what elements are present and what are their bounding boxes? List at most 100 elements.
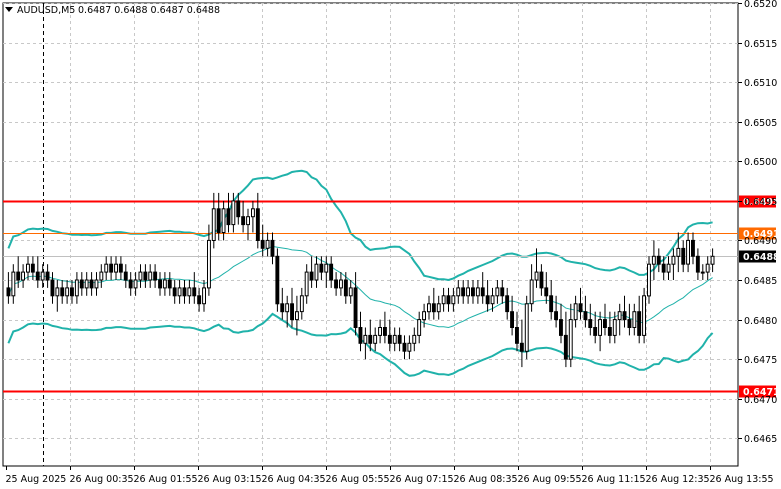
- candle: [35, 256, 40, 288]
- candle: [412, 327, 417, 352]
- candle-body: [50, 279, 55, 297]
- candle-body: [563, 334, 568, 360]
- candle-body: [612, 319, 617, 336]
- candle: [104, 256, 109, 280]
- candle: [637, 295, 642, 344]
- candle-body: [65, 287, 70, 297]
- candle-body: [172, 287, 177, 297]
- candle: [216, 192, 221, 241]
- candle: [79, 272, 84, 296]
- candle-body: [691, 239, 695, 257]
- candle: [612, 311, 617, 344]
- candle: [622, 295, 627, 328]
- candle-body: [21, 271, 26, 281]
- candle-body: [177, 287, 182, 297]
- x-tick-label: 26 Aug 01:55: [134, 474, 198, 485]
- candle-body: [241, 216, 246, 226]
- candle: [583, 295, 588, 328]
- candle-body: [578, 303, 583, 313]
- candle-body: [593, 327, 598, 336]
- candle: [353, 272, 358, 336]
- candle: [431, 287, 436, 320]
- candle: [114, 256, 118, 280]
- candle: [480, 272, 485, 304]
- candle: [30, 256, 35, 280]
- candle-body: [114, 263, 118, 273]
- candle-body: [265, 239, 270, 249]
- candle: [133, 272, 138, 296]
- candle-body: [45, 271, 50, 281]
- candle: [402, 335, 407, 360]
- candle-body: [226, 208, 231, 226]
- candle: [383, 311, 387, 344]
- candle: [138, 264, 143, 288]
- candle-body: [427, 303, 431, 313]
- candle-body: [431, 303, 436, 313]
- candle: [74, 272, 79, 304]
- chart-axes: 0.64650.64700.64750.64800.64850.64900.64…: [6, 0, 778, 485]
- candle: [123, 264, 128, 288]
- candle-body: [128, 279, 133, 289]
- candle: [50, 272, 55, 304]
- candle-body: [319, 263, 324, 273]
- candle-body: [378, 327, 383, 336]
- candle-body: [60, 287, 65, 297]
- candle-body: [671, 255, 676, 265]
- candle-body: [280, 303, 285, 313]
- candle-body: [207, 239, 211, 289]
- candle-body: [422, 311, 427, 321]
- candle-body: [573, 303, 578, 321]
- candle-body: [123, 271, 128, 281]
- candle: [578, 287, 583, 320]
- candle: [299, 287, 304, 320]
- candle-body: [387, 334, 392, 344]
- candle: [329, 256, 334, 288]
- candle: [182, 280, 187, 304]
- candle-body: [705, 263, 710, 273]
- candle-body: [559, 319, 563, 336]
- candle-body: [187, 287, 192, 297]
- candle-body: [568, 319, 573, 360]
- candle: [221, 200, 226, 241]
- candle-body: [681, 247, 686, 265]
- candle: [255, 192, 260, 249]
- candle: [251, 200, 255, 233]
- candle-body: [632, 311, 637, 329]
- candle-body: [216, 208, 221, 234]
- candle-body: [495, 287, 500, 297]
- candle: [290, 287, 295, 328]
- candle-body: [412, 334, 417, 344]
- candle: [265, 232, 270, 257]
- candle: [16, 256, 21, 288]
- candle-body: [343, 279, 348, 297]
- candle: [65, 280, 70, 304]
- candle: [295, 295, 299, 336]
- y-tick-label: 0.6505: [744, 118, 777, 129]
- candle-body: [666, 263, 671, 273]
- candle: [260, 224, 265, 257]
- candle: [510, 295, 515, 336]
- candle-body: [84, 279, 89, 289]
- candle-body: [637, 311, 642, 336]
- candle-body: [402, 342, 407, 352]
- candle: [544, 272, 549, 304]
- candle-body: [295, 311, 299, 321]
- candle: [387, 319, 392, 352]
- candle: [241, 200, 246, 233]
- collapse-triangle-icon[interactable]: [5, 7, 13, 12]
- candle-body: [148, 271, 153, 281]
- x-tick-label: 26 Aug 04:35: [262, 474, 326, 485]
- candle: [475, 280, 480, 304]
- candle-body: [510, 311, 515, 329]
- candle: [373, 327, 378, 352]
- candle-body: [480, 287, 485, 297]
- candle-body: [182, 287, 187, 297]
- candle: [554, 295, 558, 328]
- candle: [647, 256, 651, 304]
- candle-body: [348, 287, 353, 297]
- candle: [471, 280, 475, 304]
- candle: [285, 295, 290, 328]
- candle-body: [324, 263, 329, 273]
- candle-body: [505, 295, 510, 313]
